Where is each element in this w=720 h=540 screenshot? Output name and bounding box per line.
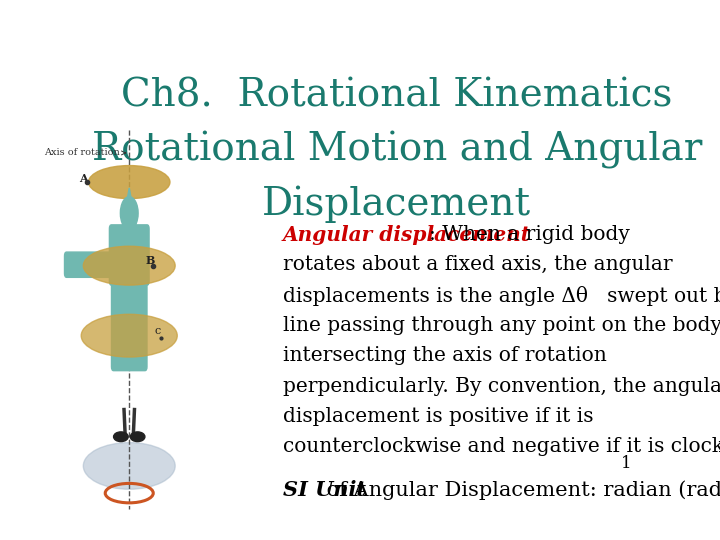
Text: perpendicularly. By convention, the angular: perpendicularly. By convention, the angu… bbox=[282, 377, 720, 396]
FancyBboxPatch shape bbox=[109, 225, 149, 285]
Text: SI Unit: SI Unit bbox=[282, 480, 366, 500]
FancyBboxPatch shape bbox=[65, 252, 114, 278]
Text: B: B bbox=[146, 255, 156, 266]
Text: c: c bbox=[154, 326, 161, 336]
Text: Rotational Motion and Angular: Rotational Motion and Angular bbox=[91, 131, 702, 170]
Text: A: A bbox=[79, 173, 88, 184]
Text: Angular displacement: Angular displacement bbox=[282, 225, 531, 245]
Text: of Angular Displacement: radian (rad): of Angular Displacement: radian (rad) bbox=[320, 480, 720, 500]
Ellipse shape bbox=[84, 246, 175, 285]
Polygon shape bbox=[121, 188, 138, 239]
Text: : When a rigid body: : When a rigid body bbox=[428, 225, 629, 244]
Text: intersecting the axis of rotation: intersecting the axis of rotation bbox=[282, 346, 606, 365]
Circle shape bbox=[120, 197, 138, 230]
Text: Ch8.  Rotational Kinematics: Ch8. Rotational Kinematics bbox=[121, 77, 672, 114]
Text: Displacement: Displacement bbox=[262, 185, 531, 223]
Text: displacement is positive if it is: displacement is positive if it is bbox=[282, 407, 593, 426]
Text: rotates about a fixed axis, the angular: rotates about a fixed axis, the angular bbox=[282, 255, 672, 274]
Ellipse shape bbox=[81, 314, 177, 357]
Text: line passing through any point on the body and: line passing through any point on the bo… bbox=[282, 316, 720, 335]
Text: 1: 1 bbox=[621, 455, 631, 472]
FancyBboxPatch shape bbox=[112, 273, 147, 370]
Ellipse shape bbox=[89, 166, 170, 199]
Text: counterclockwise and negative if it is clockwise.: counterclockwise and negative if it is c… bbox=[282, 437, 720, 456]
Ellipse shape bbox=[130, 432, 145, 442]
Text: displacements is the angle Δθ   swept out by a: displacements is the angle Δθ swept out … bbox=[282, 286, 720, 306]
Text: Axis of rotation: Axis of rotation bbox=[44, 148, 125, 158]
Ellipse shape bbox=[84, 443, 175, 489]
Ellipse shape bbox=[114, 432, 128, 442]
